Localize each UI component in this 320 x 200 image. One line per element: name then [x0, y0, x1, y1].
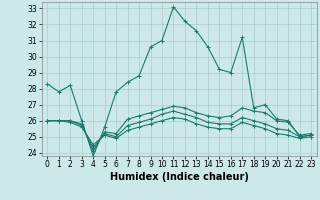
X-axis label: Humidex (Indice chaleur): Humidex (Indice chaleur) [110, 172, 249, 182]
